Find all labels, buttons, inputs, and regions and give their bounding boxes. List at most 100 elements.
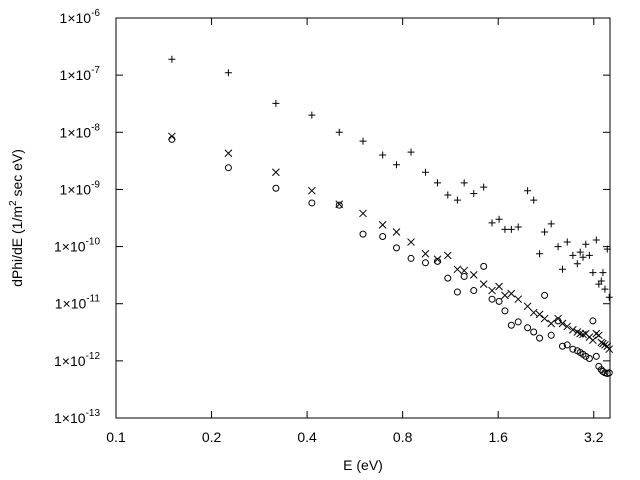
y-tick-label: 1×10-9 bbox=[60, 179, 101, 197]
point-plus bbox=[470, 189, 478, 197]
point-plus bbox=[579, 253, 587, 261]
point-plus bbox=[563, 238, 571, 246]
y-tick-label: 1×10-6 bbox=[60, 8, 101, 26]
point-cross bbox=[453, 265, 462, 274]
point-plus bbox=[536, 250, 544, 258]
point-cross bbox=[535, 310, 544, 319]
point-cross bbox=[558, 319, 567, 328]
point-cross bbox=[594, 331, 603, 340]
y-tick-label: 1×10-8 bbox=[60, 122, 101, 140]
point-plus bbox=[530, 196, 538, 204]
point-cross bbox=[495, 282, 503, 291]
y-tick-label: 1×10-12 bbox=[54, 351, 100, 369]
point-circle bbox=[582, 352, 590, 360]
point-plus bbox=[589, 269, 597, 277]
point-circle bbox=[470, 287, 478, 295]
y-axis: 1×10-13 1×10-12 1×10-11 1×10-10 1×10-9 1×10-8… bbox=[54, 8, 610, 426]
point-circle bbox=[547, 331, 555, 339]
point-circle bbox=[524, 324, 532, 332]
point-cross bbox=[605, 345, 614, 354]
point-plus bbox=[592, 236, 600, 244]
point-circle bbox=[453, 288, 461, 296]
y-axis-label-sup: 2 bbox=[8, 200, 19, 206]
point-circle bbox=[359, 230, 367, 238]
point-plus bbox=[168, 55, 176, 63]
point-plus bbox=[480, 183, 488, 191]
point-circle bbox=[379, 233, 387, 241]
point-plus bbox=[335, 128, 343, 136]
point-circle bbox=[335, 201, 343, 209]
y-axis-label-main: dPhi/dE (1/m bbox=[9, 206, 25, 287]
point-cross bbox=[569, 325, 577, 334]
point-cross bbox=[488, 286, 496, 295]
point-plus bbox=[444, 191, 452, 199]
point-cross bbox=[514, 295, 523, 304]
point-cross bbox=[443, 251, 452, 260]
point-plus bbox=[569, 251, 577, 259]
point-cross bbox=[359, 209, 367, 218]
point-plus bbox=[558, 265, 566, 273]
point-circle bbox=[272, 184, 280, 192]
point-circle bbox=[407, 254, 415, 262]
point-cross bbox=[479, 280, 488, 289]
point-plus bbox=[433, 179, 441, 187]
point-plus bbox=[272, 99, 280, 107]
point-cross bbox=[469, 270, 478, 279]
point-circle bbox=[554, 317, 562, 325]
x-tick-label: 3.2 bbox=[584, 429, 604, 445]
point-circle bbox=[433, 257, 441, 265]
point-circle bbox=[495, 297, 503, 305]
point-plus bbox=[514, 223, 522, 231]
point-circle bbox=[563, 341, 571, 349]
y-tick-label: 1×10-11 bbox=[55, 294, 101, 312]
point-cross bbox=[529, 308, 538, 317]
point-circle bbox=[530, 328, 538, 336]
point-cross bbox=[407, 238, 415, 246]
point-plus bbox=[507, 225, 515, 233]
point-plus bbox=[488, 219, 496, 227]
y-tick-label: 1×10-10 bbox=[54, 237, 100, 255]
point-plus bbox=[554, 243, 562, 251]
point-circle bbox=[592, 352, 600, 360]
point-circle bbox=[308, 199, 316, 207]
point-plus bbox=[460, 179, 468, 187]
point-cross bbox=[392, 228, 401, 236]
plot-frame bbox=[115, 17, 611, 419]
point-cross bbox=[307, 186, 316, 195]
x-axis: 0.1 0.2 0.4 0.8 1.6 3.2 bbox=[106, 18, 604, 445]
point-plus bbox=[392, 161, 400, 169]
point-cross bbox=[378, 220, 387, 229]
point-circle bbox=[480, 262, 488, 270]
point-circle bbox=[224, 164, 232, 172]
point-cross bbox=[563, 322, 572, 331]
point-plus bbox=[453, 196, 461, 204]
point-circle bbox=[558, 342, 566, 350]
x-tick-label: 0.1 bbox=[106, 429, 126, 445]
point-plus bbox=[379, 151, 387, 159]
point-plus bbox=[407, 148, 415, 156]
x-tick-label: 0.4 bbox=[297, 429, 317, 445]
point-cross bbox=[460, 266, 469, 275]
point-cross bbox=[589, 336, 597, 345]
point-plus bbox=[599, 269, 607, 277]
point-circle bbox=[507, 321, 515, 329]
y-axis-label-tail: sec eV) bbox=[9, 149, 25, 200]
point-plus bbox=[495, 215, 503, 223]
point-plus bbox=[524, 187, 532, 195]
point-circle bbox=[421, 259, 429, 267]
point-circle bbox=[444, 274, 452, 282]
point-plus bbox=[573, 260, 581, 268]
point-plus bbox=[421, 168, 429, 176]
point-cross bbox=[224, 149, 233, 158]
point-circle bbox=[585, 354, 593, 362]
point-cross bbox=[433, 255, 442, 264]
point-circle bbox=[541, 291, 549, 299]
point-plus bbox=[576, 248, 584, 256]
point-circle bbox=[605, 369, 613, 377]
point-plus bbox=[501, 225, 509, 233]
point-circle bbox=[514, 318, 522, 326]
point-plus bbox=[224, 69, 232, 77]
point-circle bbox=[460, 272, 468, 280]
point-cross bbox=[579, 330, 587, 339]
